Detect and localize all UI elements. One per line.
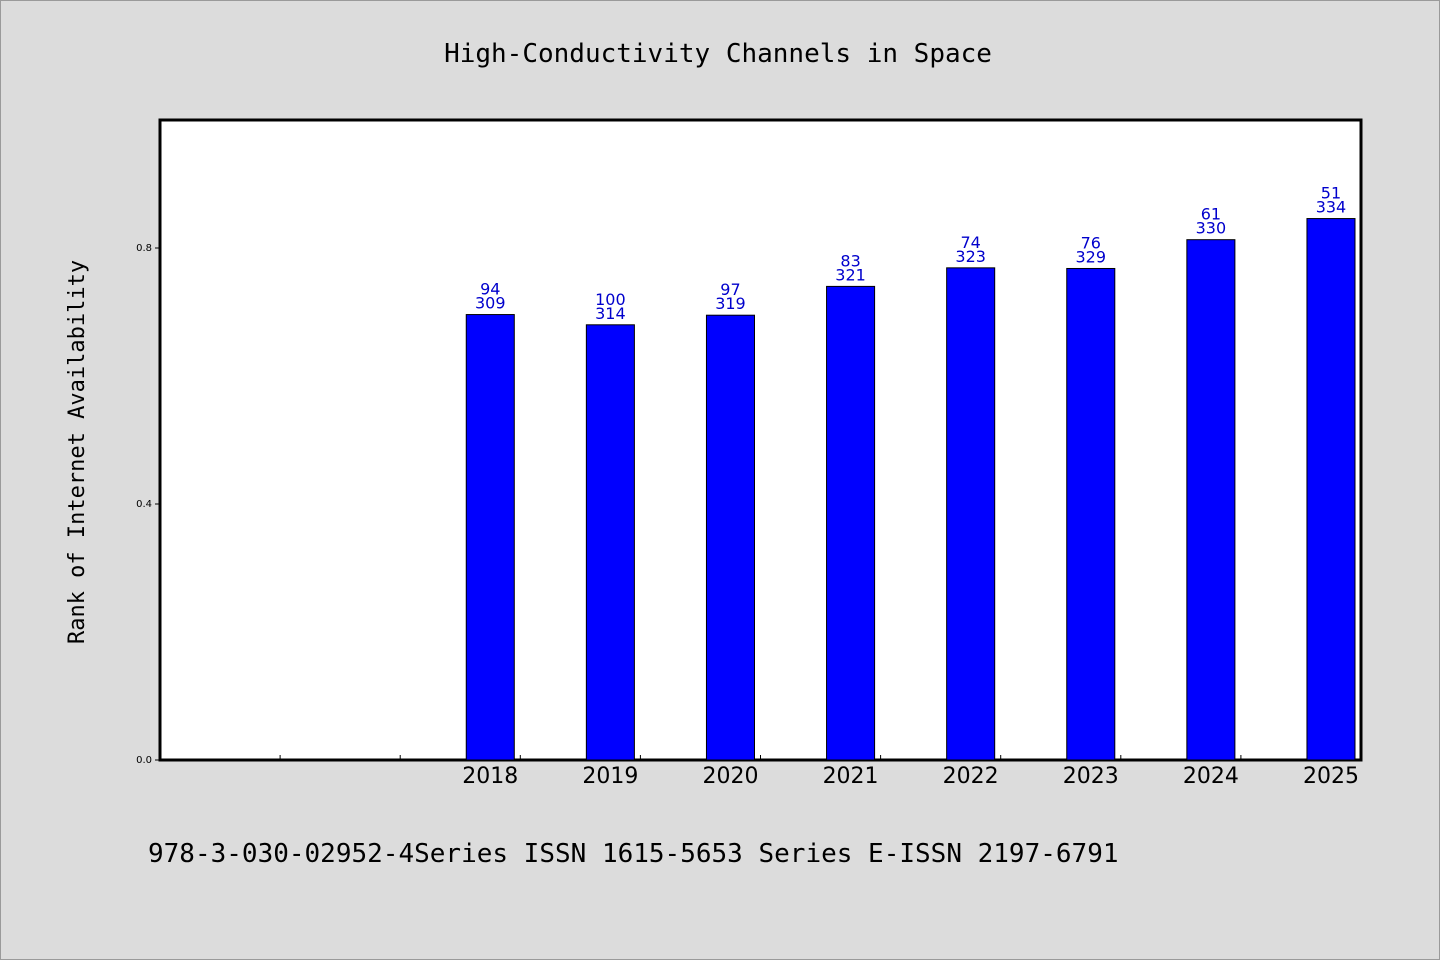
bar-label-bottom: 329: [1076, 247, 1107, 266]
y-axis-label: Rank of Internet Availability: [65, 260, 90, 644]
bar-label-bottom: 309: [475, 294, 506, 313]
bar-2021: [826, 285, 876, 761]
bar-label-top: 61: [1201, 205, 1221, 224]
bar-label-bottom: 334: [1316, 198, 1347, 217]
x-tick-label: 2023: [1063, 764, 1119, 789]
y-tick-label: 0.4: [136, 499, 152, 510]
x-tick-label: 2019: [582, 764, 638, 789]
bar-label-top: 83: [840, 251, 860, 270]
x-tick-label: 2018: [462, 764, 518, 789]
bar-2024: [1186, 239, 1236, 761]
bar-2022: [946, 267, 996, 761]
bar-label-bottom: 321: [835, 265, 866, 284]
y-tick-label: 0.0: [136, 755, 152, 766]
bar-label-bottom: 323: [955, 247, 986, 266]
bar-2018: [465, 314, 515, 761]
bar-label-top: 74: [960, 233, 980, 252]
x-tick-label: 2024: [1183, 764, 1239, 789]
y-tick-label: 0.8: [136, 243, 152, 254]
plot-area: [158, 118, 1363, 762]
x-tick-label: 2020: [702, 764, 758, 789]
bars-group: [465, 218, 1356, 761]
x-tick-label: 2025: [1303, 764, 1359, 789]
x-tick-label: 2021: [823, 764, 879, 789]
bar-label-top: 94: [480, 280, 500, 299]
bar-2019: [585, 324, 635, 761]
bar-label-bottom: 319: [715, 294, 746, 313]
chart-title: High-Conductivity Channels in Space: [444, 39, 992, 69]
bar-label-top: 100: [595, 290, 626, 309]
bar-label-top: 51: [1321, 184, 1341, 203]
axis-ticks: 0.0 0.4 0.8: [136, 243, 1242, 766]
bar-label-bottom: 314: [595, 304, 626, 323]
bar-2025: [1306, 218, 1356, 761]
footer-isbn-text: 978-3-030-02952-4Series ISSN 1615-5653 S…: [148, 839, 1119, 869]
bar-label-top: 97: [720, 280, 740, 299]
bar-label-bottom: 330: [1196, 219, 1227, 238]
bar-2020: [705, 314, 755, 761]
bar-2023: [1066, 267, 1116, 761]
bar-label-top: 76: [1081, 233, 1101, 252]
x-tick-label: 2022: [943, 764, 999, 789]
